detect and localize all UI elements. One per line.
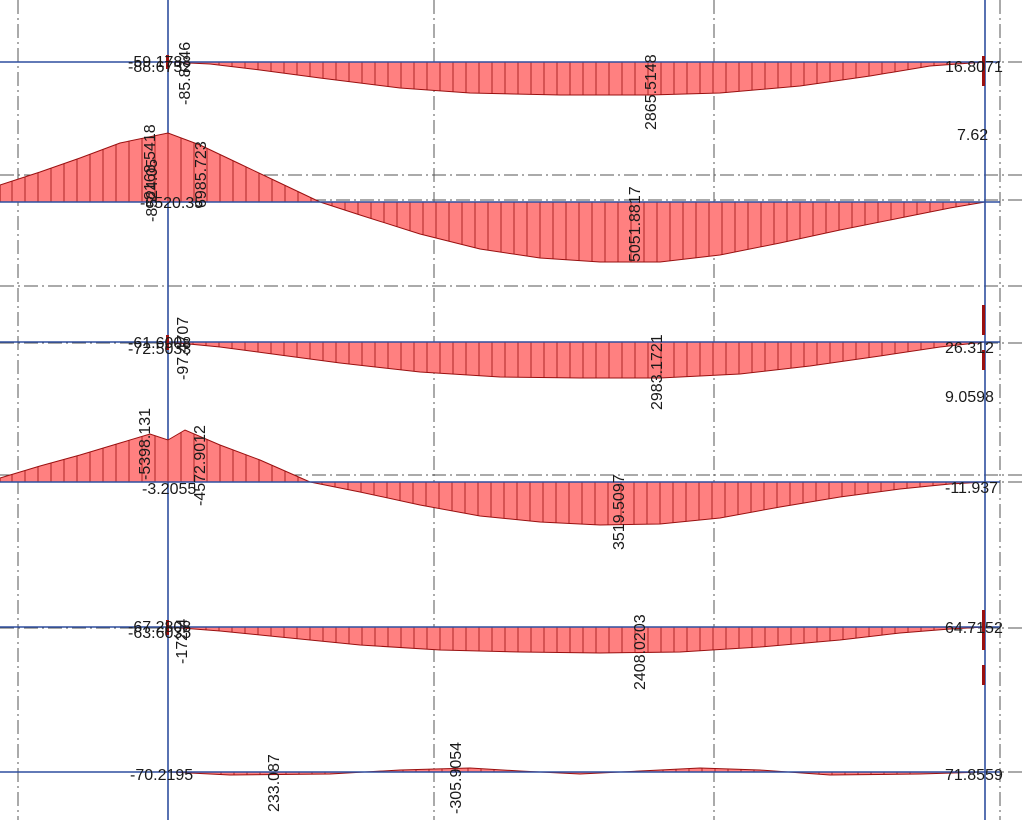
value-label-rotated: -172.4 [174,619,191,664]
support-marker [166,335,169,350]
support-marker [982,350,985,370]
support-marker [166,55,169,69]
value-label-rotated: -85.8746 [177,42,194,105]
support-marker [982,610,985,650]
value-label: 71.8559 [945,767,1003,784]
value-label: -3.2055 [142,481,196,498]
moment-area [319,201,986,263]
beam-5-diagram [167,626,986,654]
value-label-rotated: -8524.05 [144,159,161,222]
value-label-rotated: -305.9054 [448,742,465,814]
value-label-rotated: 2983.1721 [649,334,666,410]
value-label-rotated: 2408.0203 [632,614,649,690]
value-label: -70.2195 [130,767,193,784]
value-label-rotated: 3519.5097 [611,474,628,550]
beam-2-hogging [0,132,321,203]
beam-1-diagram [167,61,986,96]
value-label-rotated: -97.4707 [175,317,192,380]
support-marker [982,56,985,86]
value-label: -11.937 [945,480,998,497]
value-label: 26.312 [945,340,994,357]
value-label: -61.6008 [128,335,191,352]
beam-3-diagram [167,341,986,379]
value-label-rotated: -5398.131 [137,408,154,480]
beam-4-diagram [309,481,986,526]
value-label: -63.6035 [128,625,191,642]
value-label: -88.6752 [128,59,191,76]
support-markers [166,55,985,685]
value-label: 7.62 [957,127,988,144]
value-label: -72.5033 [128,341,191,358]
beam-2-diagram [319,201,986,263]
support-marker [982,665,985,685]
moment-diagrams [0,61,986,776]
moment-area [167,626,986,654]
value-label-rotated: 6985.723 [193,141,210,208]
value-label: 16.8071 [945,59,1003,76]
support-marker [166,620,169,635]
value-label: -59.1788 [128,54,191,71]
value-label-rotated: 8168.5418 [142,124,159,200]
moment-area [167,341,986,379]
value-label: -8520.35 [140,195,203,212]
value-label: 64.7152 [945,620,1003,637]
value-label-rotated: -4572.9012 [192,425,209,506]
value-label: -67.2808 [128,619,191,636]
value-label-rotated: 2865.5148 [643,54,660,130]
beam-4-hogging [0,429,311,483]
support-marker [982,305,985,335]
moment-area [167,61,986,96]
columns [167,0,986,820]
moment-area [309,481,986,526]
value-label-rotated: 233.087 [266,754,283,812]
value-label-rotated: 5051.8817 [627,186,644,262]
value-labels: -59.1788 -88.6752 -85.8746 2865.5148 16.… [128,42,1003,814]
value-label: 9.0598 [945,389,994,406]
